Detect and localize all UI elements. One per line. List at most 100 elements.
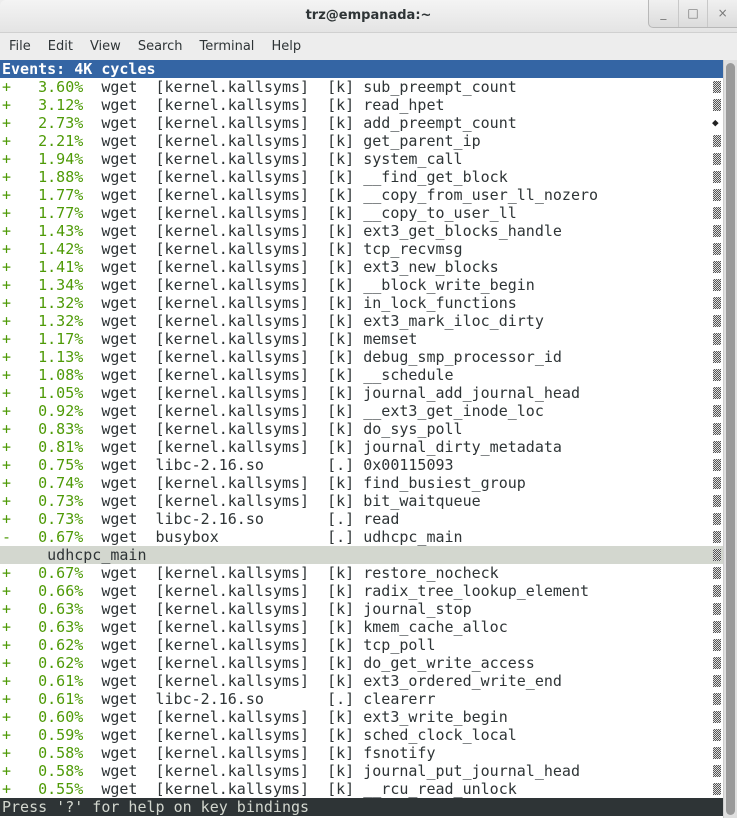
perf-row[interactable]: + 1.43% wget [kernel.kallsyms] [k] ext3_… — [0, 222, 723, 240]
symbol-type: [k] — [327, 744, 355, 762]
expand-toggle: + — [2, 654, 12, 672]
symbol-name: in_lock_functions — [363, 294, 517, 312]
overhead-percent: 1.77% — [38, 186, 84, 204]
shared-object: [kernel.kallsyms] — [155, 276, 310, 294]
perf-row[interactable]: + 1.17% wget [kernel.kallsyms] [k] memse… — [0, 330, 723, 348]
perf-row[interactable]: + 0.67% wget [kernel.kallsyms] [k] resto… — [0, 564, 723, 582]
command: wget — [101, 618, 138, 636]
perf-row[interactable]: + 3.12% wget [kernel.kallsyms] [k] read_… — [0, 96, 723, 114]
perf-row[interactable]: + 3.60% wget [kernel.kallsyms] [k] sub_p… — [0, 78, 723, 96]
overhead-percent: 1.88% — [38, 168, 84, 186]
perf-row[interactable]: + 0.66% wget [kernel.kallsyms] [k] radix… — [0, 582, 723, 600]
symbol-name: __find_get_block — [363, 168, 508, 186]
symbol-name: ext3_new_blocks — [363, 258, 499, 276]
perf-row[interactable]: + 0.61% wget libc-2.16.so [.] clearerr — [0, 690, 723, 708]
perf-row[interactable]: + 1.42% wget [kernel.kallsyms] [k] tcp_r… — [0, 240, 723, 258]
shared-object: [kernel.kallsyms] — [155, 744, 310, 762]
perf-row[interactable]: + 0.62% wget [kernel.kallsyms] [k] do_ge… — [0, 654, 723, 672]
perf-row[interactable]: + 0.81% wget [kernel.kallsyms] [k] journ… — [0, 438, 723, 456]
perf-row[interactable]: + 1.88% wget [kernel.kallsyms] [k] __fin… — [0, 168, 723, 186]
perf-row[interactable]: + 1.13% wget [kernel.kallsyms] [k] debug… — [0, 348, 723, 366]
perf-row[interactable]: + 2.73% wget [kernel.kallsyms] [k] add_p… — [0, 114, 723, 132]
menu-file[interactable]: File — [9, 39, 31, 54]
scroll-track-pattern-icon — [713, 693, 721, 705]
command: wget — [101, 150, 138, 168]
symbol-type: [k] — [327, 384, 355, 402]
maximize-button[interactable]: □ — [677, 0, 708, 27]
scroll-track-pattern-icon — [713, 495, 721, 507]
expand-toggle: + — [2, 744, 12, 762]
expand-toggle: + — [2, 276, 12, 294]
perf-row[interactable]: + 1.05% wget [kernel.kallsyms] [k] journ… — [0, 384, 723, 402]
perf-row[interactable]: + 1.94% wget [kernel.kallsyms] [k] syste… — [0, 150, 723, 168]
expand-toggle: + — [2, 366, 12, 384]
perf-row[interactable]: + 0.73% wget [kernel.kallsyms] [k] bit_w… — [0, 492, 723, 510]
perf-row[interactable]: + 0.63% wget [kernel.kallsyms] [k] journ… — [0, 600, 723, 618]
perf-row[interactable]: + 0.63% wget [kernel.kallsyms] [k] kmem_… — [0, 618, 723, 636]
symbol-name: read — [363, 510, 400, 528]
scrollbar-thumb[interactable] — [726, 63, 735, 815]
command: wget — [101, 726, 138, 744]
symbol-type: [k] — [327, 204, 355, 222]
minimize-button[interactable]: _ — [660, 6, 667, 20]
shared-object: [kernel.kallsyms] — [155, 258, 310, 276]
perf-row[interactable]: + 0.59% wget [kernel.kallsyms] [k] sched… — [0, 726, 723, 744]
perf-row[interactable]: + 0.58% wget [kernel.kallsyms] [k] fsnot… — [0, 744, 723, 762]
callchain-row[interactable]: udhcpc_main — [0, 546, 723, 564]
perf-row[interactable]: + 0.74% wget [kernel.kallsyms] [k] find_… — [0, 474, 723, 492]
expand-toggle: + — [2, 312, 12, 330]
perf-row[interactable]: + 0.62% wget [kernel.kallsyms] [k] tcp_p… — [0, 636, 723, 654]
symbol-name: do_get_write_access — [363, 654, 535, 672]
symbol-type: [k] — [327, 78, 355, 96]
shared-object: [kernel.kallsyms] — [155, 348, 310, 366]
perf-row[interactable]: + 1.34% wget [kernel.kallsyms] [k] __blo… — [0, 276, 723, 294]
perf-row[interactable]: + 0.83% wget [kernel.kallsyms] [k] do_sy… — [0, 420, 723, 438]
symbol-name: bit_waitqueue — [363, 492, 481, 510]
perf-row[interactable]: + 0.58% wget [kernel.kallsyms] [k] journ… — [0, 762, 723, 780]
scroll-track-pattern-icon — [713, 315, 721, 327]
perf-row[interactable]: + 0.73% wget libc-2.16.so [.] read — [0, 510, 723, 528]
menu-edit[interactable]: Edit — [47, 39, 73, 54]
perf-row[interactable]: + 1.32% wget [kernel.kallsyms] [k] ext3_… — [0, 312, 723, 330]
perf-row[interactable]: - 0.67% wget busybox [.] udhcpc_main — [0, 528, 723, 546]
perf-row[interactable]: + 2.21% wget [kernel.kallsyms] [k] get_p… — [0, 132, 723, 150]
perf-row[interactable]: + 1.77% wget [kernel.kallsyms] [k] __cop… — [0, 186, 723, 204]
symbol-type: [k] — [327, 762, 355, 780]
window-title: trz@empanada:~ — [305, 8, 432, 23]
scroll-track-pattern-icon — [713, 99, 721, 111]
symbol-type: [k] — [327, 636, 355, 654]
symbol-type: [k] — [327, 492, 355, 510]
menu-view[interactable]: View — [89, 39, 121, 54]
scrollbar[interactable] — [723, 60, 737, 818]
command: wget — [101, 438, 138, 456]
perf-row[interactable]: + 0.75% wget libc-2.16.so [.] 0x00115093 — [0, 456, 723, 474]
perf-row[interactable]: + 1.32% wget [kernel.kallsyms] [k] in_lo… — [0, 294, 723, 312]
terminal-output[interactable]: Events: 4K cycles Press '?' for help on … — [0, 60, 723, 818]
menu-search[interactable]: Search — [137, 39, 183, 54]
symbol-name: journal_stop — [363, 600, 472, 618]
scroll-track-pattern-icon — [713, 621, 721, 633]
expand-toggle: - — [2, 528, 12, 546]
symbol-name: journal_add_journal_head — [363, 384, 580, 402]
menu-terminal[interactable]: Terminal — [199, 39, 255, 54]
perf-row[interactable]: + 0.60% wget [kernel.kallsyms] [k] ext3_… — [0, 708, 723, 726]
perf-row[interactable]: + 1.77% wget [kernel.kallsyms] [k] __cop… — [0, 204, 723, 222]
overhead-percent: 0.92% — [38, 402, 84, 420]
symbol-type: [k] — [327, 132, 355, 150]
menu-help[interactable]: Help — [271, 39, 302, 54]
perf-row[interactable]: + 1.41% wget [kernel.kallsyms] [k] ext3_… — [0, 258, 723, 276]
perf-row[interactable]: + 0.92% wget [kernel.kallsyms] [k] __ext… — [0, 402, 723, 420]
symbol-name: journal_dirty_metadata — [363, 438, 562, 456]
perf-row[interactable]: + 1.08% wget [kernel.kallsyms] [k] __sch… — [0, 366, 723, 384]
symbol-name: 0x00115093 — [363, 456, 454, 474]
shared-object: [kernel.kallsyms] — [155, 384, 310, 402]
close-button[interactable]: × — [707, 0, 737, 27]
perf-row[interactable]: + 0.55% wget [kernel.kallsyms] [k] __rcu… — [0, 780, 723, 798]
symbol-type: [k] — [327, 582, 355, 600]
symbol-name: ext3_get_blocks_handle — [363, 222, 562, 240]
symbol-type: [k] — [327, 168, 355, 186]
shared-object: [kernel.kallsyms] — [155, 330, 310, 348]
perf-row[interactable]: + 0.61% wget [kernel.kallsyms] [k] ext3_… — [0, 672, 723, 690]
command: wget — [101, 240, 138, 258]
symbol-type: [k] — [327, 240, 355, 258]
